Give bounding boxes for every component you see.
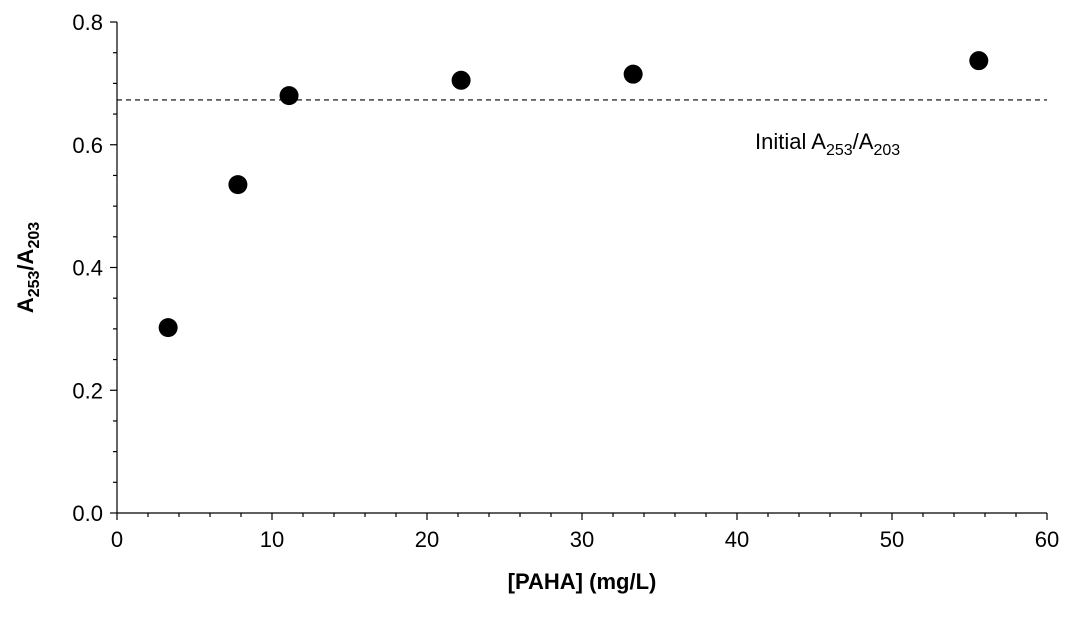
x-tick-label: 50: [880, 527, 904, 552]
x-axis-ticks: [116, 513, 1048, 520]
x-tick-label: 0: [111, 527, 123, 552]
data-points: [158, 51, 989, 338]
data-point: [451, 70, 471, 90]
x-tick-label: 30: [570, 527, 594, 552]
data-point: [969, 51, 989, 71]
y-title-sub2: 203: [26, 222, 43, 249]
x-tick-label: 60: [1035, 527, 1059, 552]
y-tick-label: 0.2: [72, 378, 103, 403]
data-point: [279, 86, 299, 106]
reference-label-base: A: [811, 129, 826, 154]
data-point: [623, 64, 643, 84]
reference-label-sep: /: [853, 129, 860, 154]
reference-line-label: Initial A253/A203: [755, 129, 900, 159]
y-title-sep: /: [13, 264, 38, 270]
y-axis-tick-labels: 0.0 0.2 0.4 0.6 0.8: [72, 10, 103, 526]
reference-label-sub1: 253: [826, 142, 853, 159]
y-tick-label: 0.8: [72, 10, 103, 35]
y-tick-label: 0.4: [72, 256, 103, 281]
data-point: [158, 318, 178, 338]
y-title-base2: A: [13, 248, 38, 264]
reference-label-sub2: 203: [873, 142, 900, 159]
x-tick-label: 10: [260, 527, 284, 552]
x-tick-label: 40: [725, 527, 749, 552]
y-title-base: A: [13, 297, 38, 313]
reference-label-base2: A: [859, 129, 874, 154]
y-title-sub1: 253: [26, 270, 43, 297]
y-axis-ticks: [110, 21, 117, 514]
x-axis-title: [PAHA] (mg/L): [508, 569, 657, 594]
x-tick-label: 20: [415, 527, 439, 552]
y-tick-label: 0.0: [72, 501, 103, 526]
reference-label-prefix: Initial: [755, 129, 811, 154]
data-point: [228, 175, 248, 195]
y-tick-label: 0.6: [72, 133, 103, 158]
x-axis-tick-labels: 0 10 20 30 40 50 60: [111, 527, 1059, 552]
y-axis-title: A253/A203: [13, 222, 43, 313]
